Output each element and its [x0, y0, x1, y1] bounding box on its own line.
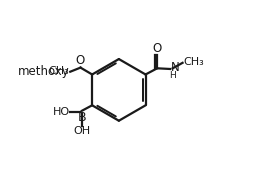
Text: CH₃: CH₃ [49, 66, 69, 76]
Text: N: N [171, 61, 179, 74]
Text: O: O [76, 54, 85, 67]
Text: CH₃: CH₃ [183, 57, 204, 67]
Text: HO: HO [53, 107, 70, 117]
Text: B: B [78, 111, 86, 124]
Text: H: H [169, 71, 176, 80]
Text: methoxy: methoxy [18, 65, 69, 78]
Text: OH: OH [73, 126, 91, 136]
Text: O: O [153, 42, 162, 55]
